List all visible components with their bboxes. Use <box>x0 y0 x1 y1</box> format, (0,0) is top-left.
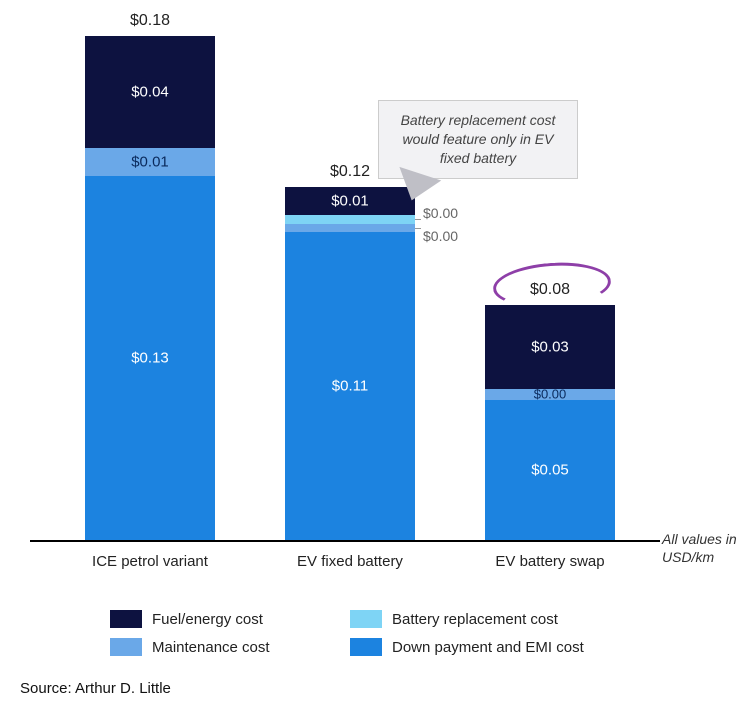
chart-area: $0.04$0.01$0.13$0.18$0.01$0.00$0.00$0.11… <box>30 10 660 570</box>
legend-label: Maintenance cost <box>152 639 270 656</box>
legend-label: Fuel/energy cost <box>152 611 263 628</box>
segment-label: $0.04 <box>85 84 215 101</box>
callout-box: Battery replacement cost would feature o… <box>378 100 578 179</box>
segment-maintenance: $0.00 <box>285 224 415 232</box>
bar-1: $0.01$0.00$0.00$0.11$0.12 <box>285 187 415 540</box>
segment-down_payment_emi: $0.13 <box>85 176 215 540</box>
units-note: All values inUSD/km <box>662 530 737 566</box>
legend-item-down_payment_emi: Down payment and EMI cost <box>350 638 630 656</box>
legend-swatch <box>350 638 382 656</box>
segment-down_payment_emi: $0.11 <box>285 232 415 540</box>
legend-swatch <box>110 610 142 628</box>
legend-swatch <box>110 638 142 656</box>
segment-label: $0.05 <box>485 462 615 479</box>
segment-label: $0.13 <box>85 350 215 367</box>
bar-2: $0.03$0.00$0.05$0.08 <box>485 305 615 540</box>
legend-item-fuel_energy: Fuel/energy cost <box>110 610 330 628</box>
segment-label: $0.03 <box>485 338 615 355</box>
bar-0: $0.04$0.01$0.13$0.18 <box>85 36 215 540</box>
segment-side-label: $0.00 <box>423 228 458 244</box>
segment-maintenance: $0.01 <box>85 148 215 176</box>
segment-down_payment_emi: $0.05 <box>485 400 615 540</box>
segment-side-label: $0.00 <box>423 205 458 221</box>
segment-label: $0.01 <box>85 154 215 171</box>
legend-item-battery_repl: Battery replacement cost <box>350 610 630 628</box>
xaxis-label: EV battery swap <box>465 553 635 570</box>
segment-maintenance: $0.00 <box>485 389 615 400</box>
plot-region: $0.04$0.01$0.13$0.18$0.01$0.00$0.00$0.11… <box>30 10 660 542</box>
legend-swatch <box>350 610 382 628</box>
legend-label: Battery replacement cost <box>392 611 558 628</box>
xaxis-label: ICE petrol variant <box>65 553 235 570</box>
segment-label: $0.11 <box>285 377 415 394</box>
segment-fuel_energy: $0.04 <box>85 36 215 148</box>
source-line: Source: Arthur D. Little <box>20 680 171 697</box>
callout-text: Battery replacement cost would feature o… <box>401 112 556 166</box>
segment-battery_repl: $0.00 <box>285 215 415 223</box>
highlight-ellipse <box>492 259 613 311</box>
bar-total-label: $0.18 <box>85 12 215 30</box>
xaxis-label: EV fixed battery <box>265 553 435 570</box>
legend: Fuel/energy cost Battery replacement cost… <box>110 610 630 656</box>
legend-item-maintenance: Maintenance cost <box>110 638 330 656</box>
legend-label: Down payment and EMI cost <box>392 639 584 656</box>
segment-fuel_energy: $0.03 <box>485 305 615 389</box>
